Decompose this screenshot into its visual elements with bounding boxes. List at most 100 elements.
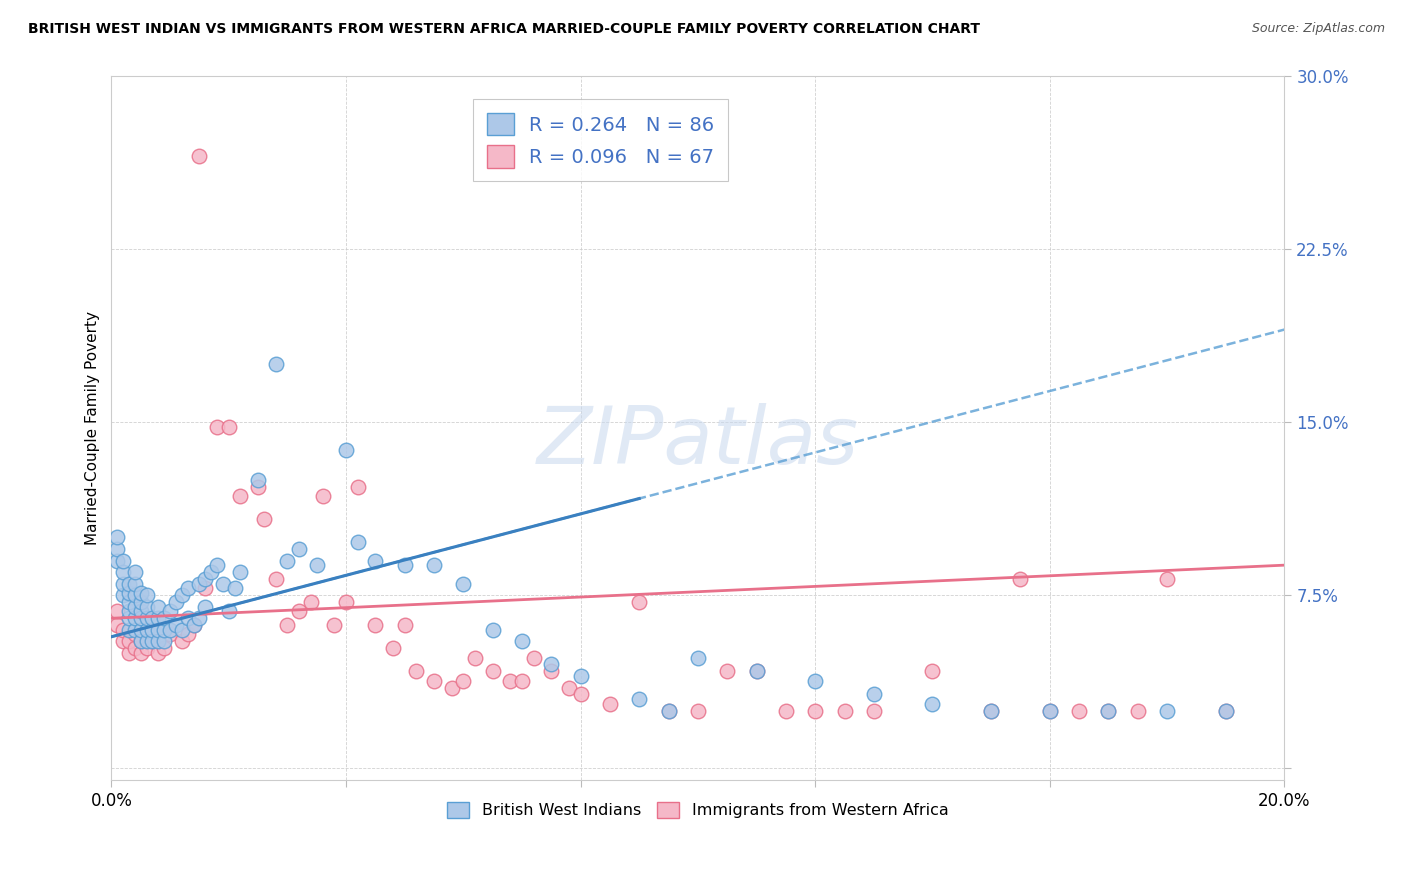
Point [124, 565, 146, 579]
Point [124, 627, 146, 641]
Point [159, 627, 181, 641]
Point [205, 419, 228, 434]
Point [394, 618, 416, 632]
Point [124, 623, 146, 637]
Point [183, 618, 205, 632]
Point [346, 535, 368, 549]
Point [558, 681, 581, 695]
Point [658, 704, 681, 718]
Point [1097, 704, 1119, 718]
Point [188, 149, 211, 163]
Point [658, 704, 681, 718]
Point [335, 595, 357, 609]
Point [105, 604, 128, 618]
Point [335, 442, 357, 457]
Point [135, 634, 157, 648]
Text: BRITISH WEST INDIAN VS IMMIGRANTS FROM WESTERN AFRICA MARRIED-COUPLE FAMILY POVE: BRITISH WEST INDIAN VS IMMIGRANTS FROM W… [28, 22, 980, 37]
Point [105, 531, 128, 545]
Point [510, 673, 533, 688]
Point [118, 634, 141, 648]
Point [205, 558, 228, 573]
Point [135, 588, 157, 602]
Point [129, 604, 152, 618]
Point [247, 480, 270, 494]
Point [135, 641, 157, 656]
Point [299, 595, 322, 609]
Point [118, 611, 141, 625]
Point [686, 650, 709, 665]
Point [148, 623, 170, 637]
Point [1097, 704, 1119, 718]
Point [112, 634, 135, 648]
Point [1156, 572, 1178, 586]
Point [276, 553, 298, 567]
Point [112, 576, 135, 591]
Point [1156, 704, 1178, 718]
Point [804, 673, 827, 688]
Point [170, 634, 193, 648]
Point [323, 618, 346, 632]
Point [141, 611, 163, 625]
Point [200, 565, 222, 579]
Point [118, 646, 141, 660]
Point [170, 588, 193, 602]
Point [440, 681, 463, 695]
Point [105, 618, 128, 632]
Point [288, 604, 311, 618]
Point [224, 581, 246, 595]
Point [599, 697, 621, 711]
Point [176, 611, 198, 625]
Point [686, 704, 709, 718]
Point [1215, 704, 1237, 718]
Point [211, 576, 233, 591]
Point [135, 611, 157, 625]
Point [170, 623, 193, 637]
Text: ZIPatlas: ZIPatlas [537, 403, 859, 481]
Point [253, 512, 276, 526]
Point [247, 473, 270, 487]
Point [148, 646, 170, 660]
Point [124, 588, 146, 602]
Point [311, 489, 333, 503]
Point [264, 357, 287, 371]
Point [423, 558, 446, 573]
Point [118, 604, 141, 618]
Point [118, 576, 141, 591]
Point [510, 634, 533, 648]
Point [129, 586, 152, 600]
Point [129, 611, 152, 625]
Point [481, 665, 503, 679]
Point [775, 704, 797, 718]
Point [141, 634, 163, 648]
Point [1126, 704, 1149, 718]
Point [176, 627, 198, 641]
Point [453, 576, 475, 591]
Text: Source: ZipAtlas.com: Source: ZipAtlas.com [1251, 22, 1385, 36]
Point [118, 586, 141, 600]
Point [1039, 704, 1062, 718]
Point [381, 641, 404, 656]
Point [569, 669, 592, 683]
Point [863, 704, 886, 718]
Point [628, 595, 651, 609]
Point [305, 558, 328, 573]
Point [1010, 572, 1032, 586]
Point [129, 634, 152, 648]
Point [229, 565, 252, 579]
Point [141, 623, 163, 637]
Point [129, 646, 152, 660]
Point [499, 673, 522, 688]
Point [288, 541, 311, 556]
Point [523, 650, 546, 665]
Point [129, 595, 152, 609]
Point [1069, 704, 1091, 718]
Point [105, 541, 128, 556]
Point [153, 623, 176, 637]
Point [153, 611, 176, 625]
Point [118, 623, 141, 637]
Point [165, 595, 187, 609]
Point [112, 588, 135, 602]
Point [1039, 704, 1062, 718]
Point [863, 688, 886, 702]
Point [135, 623, 157, 637]
